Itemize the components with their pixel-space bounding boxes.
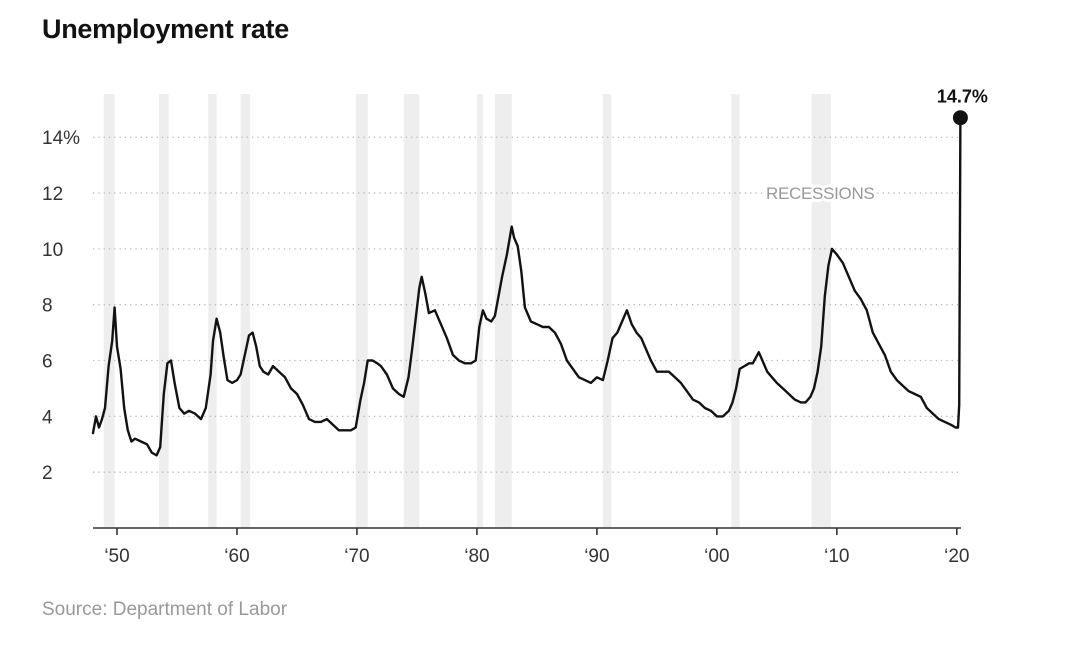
y-tick-label: 2 [42,463,53,484]
x-tick-label: ‘90 [584,546,609,567]
chart-title: Unemployment rate [42,14,289,44]
annotations: RECESSIONS [763,181,878,206]
x-tick-label: ‘80 [464,546,489,567]
x-tick-label: ‘50 [104,546,129,567]
recession-band-2 [208,94,217,528]
x-tick-label: ‘10 [824,546,849,567]
peak-label: 14.7% [937,87,988,107]
y-tick-label: 12 [42,184,63,205]
x-tick-label: ‘70 [344,546,369,567]
y-tick-label: 10 [42,240,63,261]
source-note: Source: Department of Labor [42,599,288,620]
gridlines [93,136,958,473]
recession-band-0 [103,94,115,528]
recession-band-6 [476,94,483,528]
recession-band-7 [494,94,512,528]
x-tick-label: ‘00 [704,546,729,567]
y-tick-label: 4 [42,407,53,428]
x-tick-label: ‘60 [224,546,249,567]
recessions-label: RECESSIONS [766,184,874,203]
recession-band-5 [403,94,420,528]
recession-band-3 [240,94,251,528]
recession-bands [103,94,831,528]
recession-band-4 [355,94,368,528]
y-axis: 14% 12 10 8 6 4 2 [42,128,80,484]
recession-band-9 [731,94,740,528]
peak-marker [952,110,968,126]
x-tick-label: ‘20 [944,546,969,567]
series-line [91,116,962,457]
recession-band-10 [811,94,831,528]
x-axis: ‘50 ‘60 ‘70 ‘80 ‘90 ‘00 ‘10 ‘20 [93,527,969,567]
series: 14.7% [91,87,988,457]
recession-band-1 [158,94,169,528]
recession-band-8 [602,94,612,528]
y-tick-label: 8 [42,296,53,317]
y-tick-label: 14% [42,128,80,149]
y-tick-label: 6 [42,352,53,373]
